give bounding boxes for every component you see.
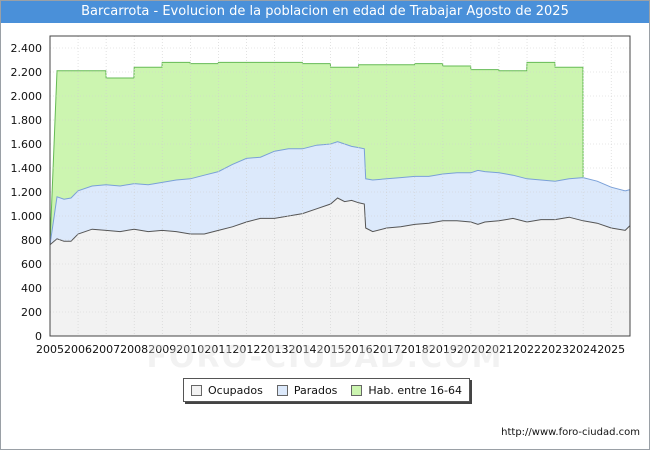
legend-item-parados: Parados (276, 383, 338, 397)
y-tick-label: 1.800 (11, 114, 43, 127)
legend-swatch-ocupados (190, 384, 202, 396)
legend-swatch-hab (351, 384, 363, 396)
x-tick-label: 2023 (541, 343, 569, 356)
x-tick-label: 2018 (401, 343, 429, 356)
y-tick-label: 2.200 (11, 66, 43, 79)
x-tick-label: 2016 (345, 343, 373, 356)
line-parados (49, 141, 631, 245)
x-tick-label: 2007 (92, 343, 120, 356)
legend-swatch-parados (276, 384, 288, 396)
legend-item-hab: Hab. entre 16-64 (351, 384, 462, 397)
chart-title: Barcarrota - Evolucion de la poblacion e… (1, 1, 649, 23)
line-ocupados (49, 197, 631, 246)
y-tick-label: 2.400 (11, 42, 43, 55)
x-tick-label: 2006 (64, 343, 92, 356)
legend-item-ocupados: Ocupados (190, 383, 263, 397)
y-tick-label: 1.000 (11, 210, 43, 223)
y-tick-label: 0 (35, 330, 42, 343)
y-tick-label: 800 (21, 234, 42, 247)
x-tick-label: 2010 (176, 343, 204, 356)
x-tick-label: 2013 (260, 343, 288, 356)
x-tick-label: 2021 (485, 343, 513, 356)
x-tick-label: 2011 (204, 343, 232, 356)
x-tick-label: 2017 (373, 343, 401, 356)
y-tick-label: 2.000 (11, 90, 43, 103)
area-ocupados (50, 198, 630, 336)
plot-border (49, 35, 631, 337)
x-tick-label: 2022 (513, 343, 541, 356)
y-tick-label: 200 (21, 306, 42, 319)
watermark-text: FORO-CIUDAD.COM (146, 340, 504, 375)
legend-label-parados: Parados (293, 383, 338, 397)
x-tick-label: 2014 (289, 343, 317, 356)
source-url: http://www.foro-ciudad.com (501, 427, 640, 438)
chart-legend: Ocupados Parados Hab. entre 16-64 (183, 378, 470, 402)
y-tick-label: 600 (21, 258, 42, 271)
x-tick-label: 2024 (569, 343, 597, 356)
y-tick-label: 1.400 (11, 162, 43, 175)
y-tick-label: 400 (21, 282, 42, 295)
x-tick-label: 2015 (317, 343, 345, 356)
x-tick-label: 2008 (120, 343, 148, 356)
x-tick-label: 2009 (148, 343, 176, 356)
x-tick-label: 2005 (36, 343, 64, 356)
x-tick-label: 2019 (429, 343, 457, 356)
x-tick-label: 2020 (457, 343, 485, 356)
x-tick-label: 2012 (232, 343, 260, 356)
y-tick-label: 1.600 (11, 138, 43, 151)
legend-label-ocupados: Ocupados (207, 383, 263, 397)
x-tick-label: 2025 (597, 343, 625, 356)
y-tick-label: 1.200 (11, 186, 43, 199)
legend-label-hab: Hab. entre 16-64 (368, 383, 462, 397)
